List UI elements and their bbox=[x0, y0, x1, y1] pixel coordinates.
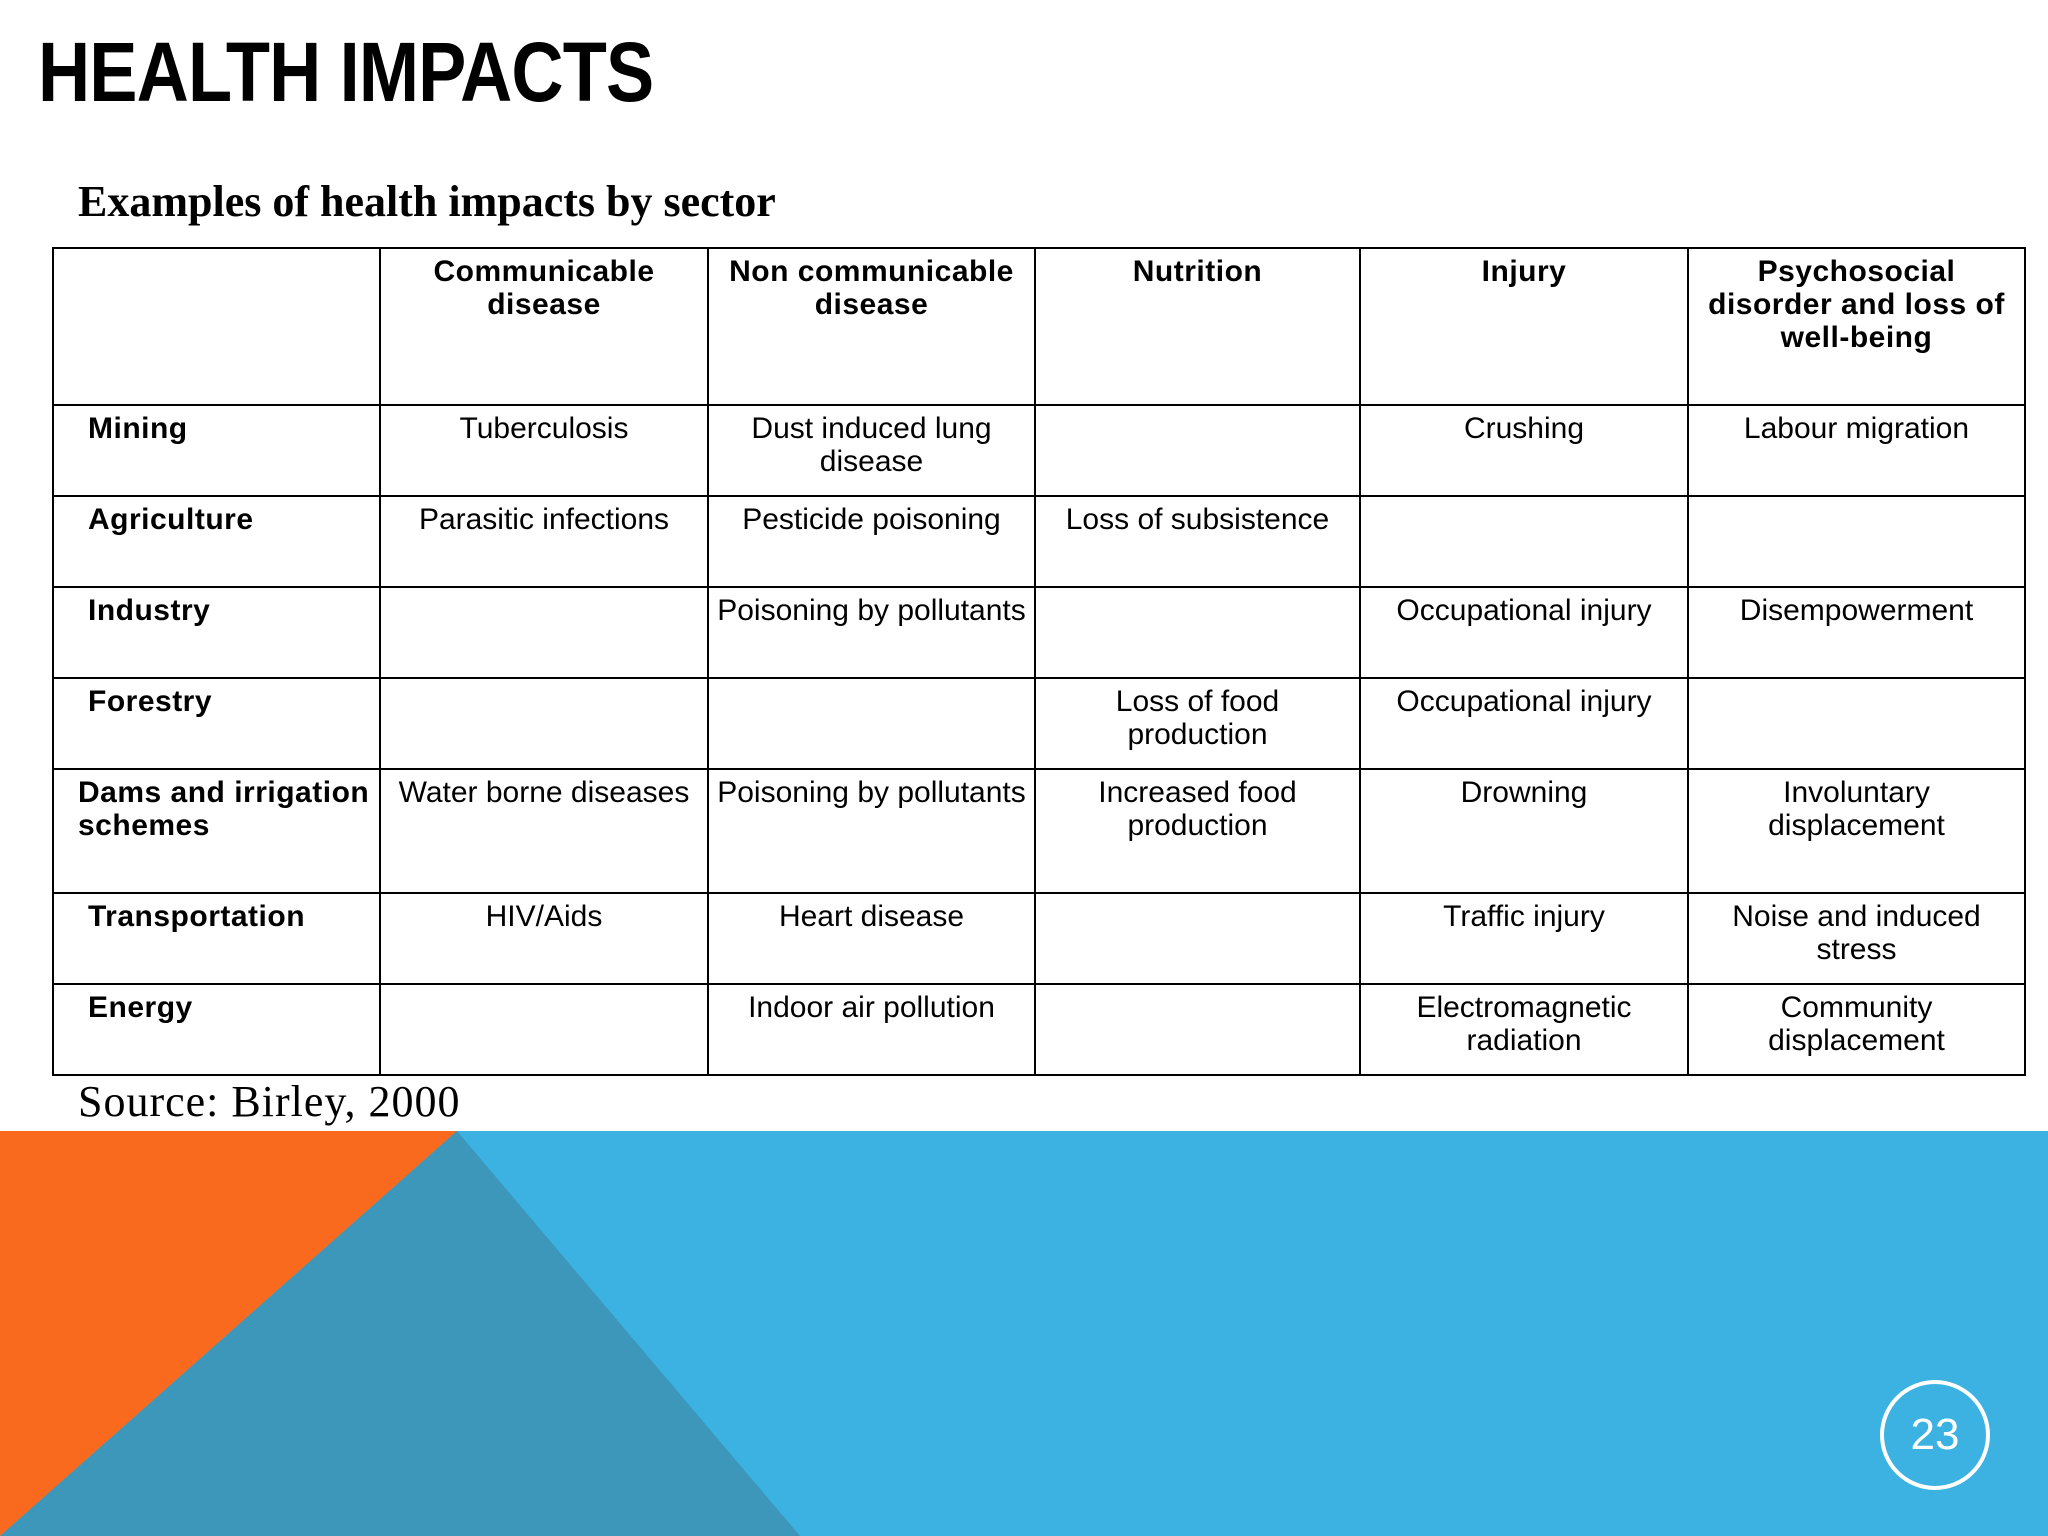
overlap-triangle bbox=[0, 1131, 800, 1536]
page-number-badge: 23 bbox=[1880, 1380, 1990, 1490]
table-cell: HIV/Aids bbox=[379, 892, 709, 985]
table-cell: Occupational injury bbox=[1359, 586, 1689, 679]
table-cell: Loss of food production bbox=[1034, 677, 1361, 770]
sector-label: Forestry bbox=[52, 677, 381, 770]
table-row: Forestry Loss of food production Occupat… bbox=[52, 677, 2026, 770]
table-cell bbox=[1034, 892, 1361, 985]
table-row: Transportation HIV/Aids Heart disease Tr… bbox=[52, 892, 2026, 985]
table-cell: Poisoning by pollutants bbox=[707, 586, 1036, 679]
sector-label: Industry bbox=[52, 586, 381, 679]
table-cell: Electromagnetic radiation bbox=[1359, 983, 1689, 1076]
table-cell: Noise and induced stress bbox=[1687, 892, 2026, 985]
table-cell bbox=[379, 677, 709, 770]
table-cell bbox=[707, 677, 1036, 770]
header-empty-cell bbox=[52, 247, 381, 406]
table-cell: Pesticide poisoning bbox=[707, 495, 1036, 588]
table-cell bbox=[379, 983, 709, 1076]
table-row: Dams and irrigation schemes Water borne … bbox=[52, 768, 2026, 894]
table-cell bbox=[1687, 677, 2026, 770]
table-row: Energy Indoor air pollution Electromagne… bbox=[52, 983, 2026, 1076]
header-injury: Injury bbox=[1359, 247, 1689, 406]
sector-label: Agriculture bbox=[52, 495, 381, 588]
sector-label: Transportation bbox=[52, 892, 381, 985]
header-non-communicable-disease: Non communicable disease bbox=[707, 247, 1036, 406]
table-cell: Disempowerment bbox=[1687, 586, 2026, 679]
table-cell: Increased food production bbox=[1034, 768, 1361, 894]
table-row: Mining Tuberculosis Dust induced lung di… bbox=[52, 404, 2026, 497]
table-cell: Loss of subsistence bbox=[1034, 495, 1361, 588]
table-row: Agriculture Parasitic infections Pestici… bbox=[52, 495, 2026, 588]
table-cell: Community displacement bbox=[1687, 983, 2026, 1076]
header-nutrition: Nutrition bbox=[1034, 247, 1361, 406]
source-citation: Source: Birley, 2000 bbox=[78, 1077, 461, 1126]
table-cell bbox=[1034, 586, 1361, 679]
table-cell bbox=[379, 586, 709, 679]
health-impacts-table: Communicable disease Non communicable di… bbox=[52, 247, 2026, 1076]
header-psychosocial: Psychosocial disorder and loss of well-b… bbox=[1687, 247, 2026, 406]
table-cell: Water borne diseases bbox=[379, 768, 709, 894]
page-number: 23 bbox=[1910, 1410, 1960, 1459]
table-cell: Occupational injury bbox=[1359, 677, 1689, 770]
table-cell: Indoor air pollution bbox=[707, 983, 1036, 1076]
table-cell bbox=[1359, 495, 1689, 588]
header-communicable-disease: Communicable disease bbox=[379, 247, 709, 406]
table-cell: Traffic injury bbox=[1359, 892, 1689, 985]
sector-label: Energy bbox=[52, 983, 381, 1076]
table-cell bbox=[1034, 983, 1361, 1076]
table-header-row: Communicable disease Non communicable di… bbox=[52, 247, 2026, 406]
table-cell: Involuntary displacement bbox=[1687, 768, 2026, 894]
sector-label: Mining bbox=[52, 404, 381, 497]
table-caption: Examples of health impacts by sector bbox=[78, 177, 776, 226]
table-cell: Dust induced lung disease bbox=[707, 404, 1036, 497]
table-row: Industry Poisoning by pollutants Occupat… bbox=[52, 586, 2026, 679]
table-cell: Tuberculosis bbox=[379, 404, 709, 497]
table-cell: Poisoning by pollutants bbox=[707, 768, 1036, 894]
table-cell: Heart disease bbox=[707, 892, 1036, 985]
table-cell bbox=[1687, 495, 2026, 588]
decorative-footer-shapes bbox=[0, 1131, 2048, 1536]
table-cell: Drowning bbox=[1359, 768, 1689, 894]
table-cell: Labour migration bbox=[1687, 404, 2026, 497]
sector-label: Dams and irrigation schemes bbox=[52, 768, 381, 894]
table-cell: Parasitic infections bbox=[379, 495, 709, 588]
table-cell: Crushing bbox=[1359, 404, 1689, 497]
slide-title: HEALTH IMPACTS bbox=[38, 25, 654, 119]
table-cell bbox=[1034, 404, 1361, 497]
